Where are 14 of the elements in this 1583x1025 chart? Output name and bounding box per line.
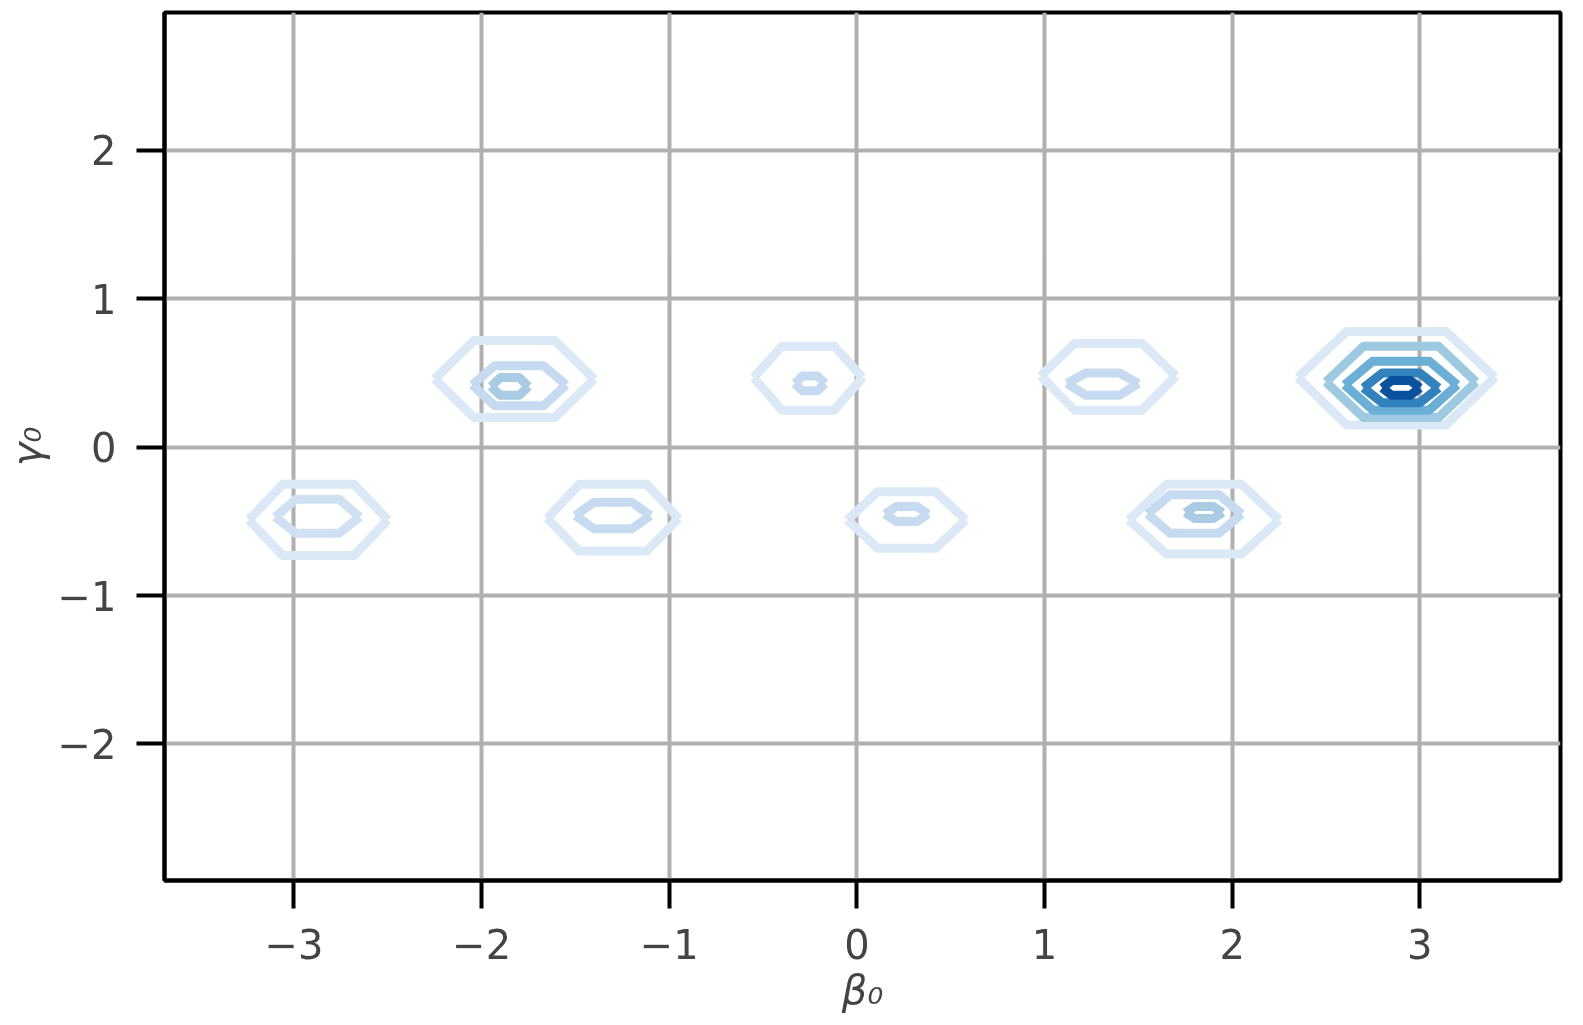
x-tick-label: −1 — [639, 921, 699, 968]
x-tick-label: 2 — [1219, 921, 1245, 968]
y-tick-label: 2 — [91, 128, 117, 175]
x-tick-label: 0 — [844, 921, 870, 968]
x-tick-label: 3 — [1407, 921, 1433, 968]
y-tick-label: −2 — [57, 721, 117, 768]
x-tick-label: −3 — [264, 921, 324, 968]
x-axis-title: β₀ — [840, 966, 884, 1013]
x-tick-label: −2 — [452, 921, 512, 968]
y-tick-label: 0 — [91, 425, 117, 472]
y-tick-label: 1 — [91, 276, 117, 323]
x-tick-label: 1 — [1031, 921, 1058, 968]
y-axis-title: γ₀ — [3, 426, 50, 467]
y-tick-label: −1 — [57, 573, 117, 620]
